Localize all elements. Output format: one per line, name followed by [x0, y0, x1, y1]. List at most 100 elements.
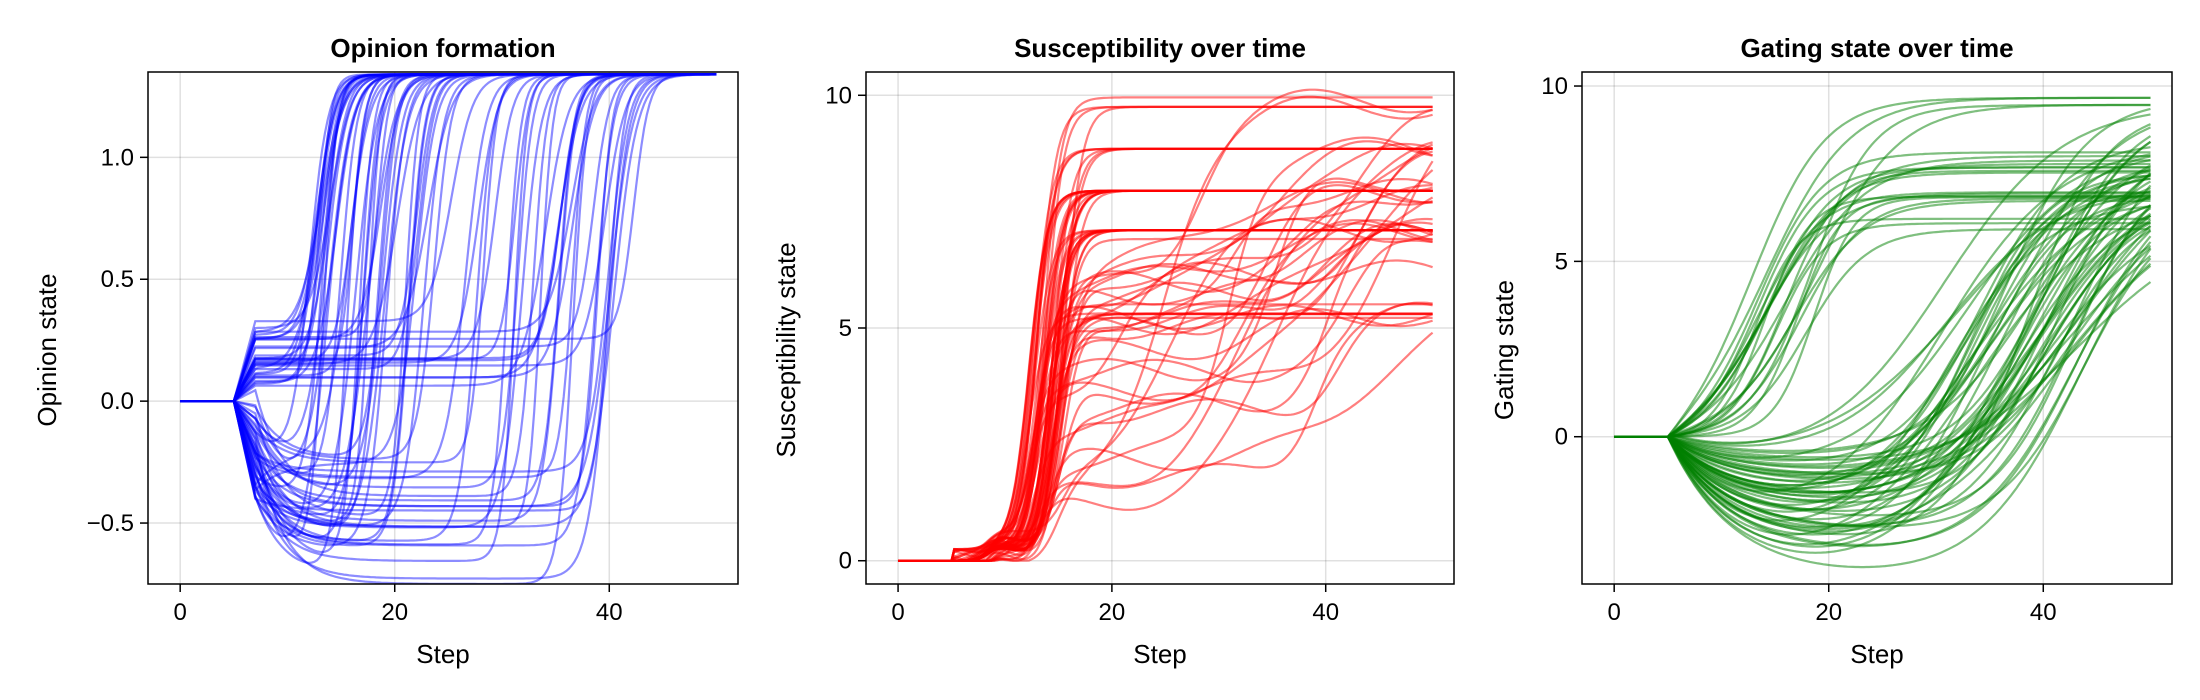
series-line	[898, 229, 1433, 562]
series-line	[180, 73, 717, 403]
series-line	[180, 73, 717, 403]
susceptibility-panel: Susceptibility over time Step Susceptibi…	[771, 33, 1455, 669]
series-line	[898, 109, 1433, 562]
series-line	[1614, 177, 2151, 511]
series-line	[1614, 96, 2151, 438]
series-line	[180, 73, 717, 473]
series-line	[898, 221, 1433, 562]
x-tick-label: 0	[891, 599, 904, 626]
series-line	[1614, 173, 2152, 504]
series-line	[898, 219, 1433, 562]
series-line	[1614, 197, 2151, 438]
series-line	[180, 73, 717, 486]
series-line	[898, 331, 1434, 562]
series-line	[180, 73, 717, 547]
series-line	[180, 73, 717, 562]
series-line	[180, 73, 717, 403]
x-tick-label: 20	[1099, 599, 1126, 626]
series-line	[1614, 241, 2152, 548]
series-line	[898, 302, 1433, 562]
series-line	[180, 73, 717, 526]
series-line	[898, 229, 1433, 562]
series-line	[898, 229, 1433, 562]
x-tick-label: 40	[1312, 599, 1339, 626]
series-line	[180, 73, 717, 564]
series-line	[180, 73, 717, 480]
series-line	[180, 73, 717, 542]
series-line	[180, 73, 717, 403]
series-line	[898, 229, 1433, 562]
x-tick-label: 0	[174, 599, 187, 626]
series-line	[898, 184, 1433, 562]
series-line	[1614, 155, 2151, 476]
series-line	[898, 312, 1433, 562]
series-line	[898, 196, 1434, 562]
y-axis-label: Opinion state	[32, 273, 62, 426]
y-axis-label: Susceptibility state	[771, 242, 801, 457]
series-line	[898, 303, 1433, 562]
series-line	[180, 73, 717, 403]
series-line	[1614, 204, 2151, 528]
series-line	[180, 73, 717, 460]
series-line	[180, 73, 717, 516]
x-axis-label: Step	[1850, 639, 1904, 669]
series-line	[898, 178, 1433, 562]
series-line	[180, 73, 717, 403]
series-line	[180, 73, 717, 403]
series-line	[180, 73, 717, 538]
series-line	[180, 73, 717, 403]
series-line	[1614, 199, 2151, 438]
y-tick-label: 5	[1555, 248, 1568, 275]
series-line	[898, 184, 1433, 562]
series-line	[1614, 158, 2151, 459]
y-axis-label: Gating state	[1489, 280, 1519, 420]
series-line	[1614, 113, 2151, 445]
series-line	[180, 73, 717, 403]
y-tick-label: 0	[1555, 424, 1568, 451]
series-line	[1614, 164, 2152, 452]
series-line	[180, 73, 717, 403]
series-line	[898, 229, 1433, 562]
y-tick-label: 10	[1541, 73, 1568, 100]
y-tick-label: 1.0	[101, 144, 134, 171]
series-line	[180, 73, 717, 403]
series-line	[180, 73, 717, 542]
series-line	[180, 73, 717, 528]
series-line	[898, 169, 1434, 562]
x-axis-label: Step	[1133, 639, 1187, 669]
series-line	[1614, 171, 2151, 438]
series-line	[1614, 190, 2151, 482]
series-line	[898, 146, 1434, 562]
series-line	[1614, 169, 2151, 438]
series-group	[180, 73, 717, 584]
series-line	[898, 229, 1433, 562]
y-tick-label: 0	[839, 548, 852, 575]
series-line	[180, 73, 717, 508]
series-line	[180, 73, 717, 460]
series-line	[180, 73, 717, 547]
series-line	[180, 73, 717, 487]
y-tick-label: −0.5	[87, 510, 134, 537]
y-tick-label: 0.0	[101, 388, 134, 415]
series-line	[1614, 228, 2151, 438]
y-tick-label: 10	[825, 82, 852, 109]
series-line	[898, 229, 1433, 562]
series-line	[180, 73, 717, 403]
series-line	[898, 301, 1433, 562]
series-line	[180, 73, 717, 403]
series-group	[1614, 96, 2152, 569]
series-line	[1614, 214, 2151, 536]
series-line	[180, 73, 717, 538]
series-line	[180, 73, 717, 464]
series-line	[180, 73, 717, 443]
series-group	[898, 88, 1434, 562]
series-line	[180, 73, 717, 502]
series-line	[180, 73, 717, 403]
series-line	[180, 73, 717, 554]
series-line	[180, 73, 717, 403]
x-tick-label: 20	[1815, 599, 1842, 626]
series-line	[1614, 257, 2152, 528]
series-line	[180, 73, 717, 528]
series-line	[1614, 194, 2151, 438]
